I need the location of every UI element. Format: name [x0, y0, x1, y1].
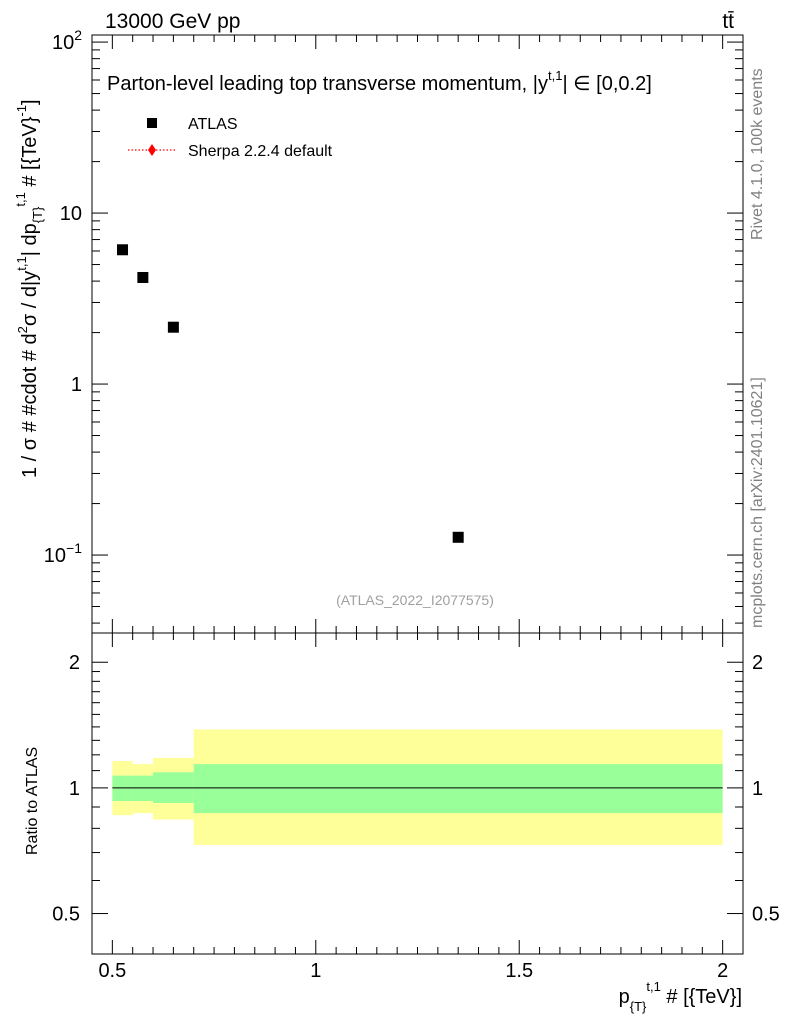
ratio-y-tick-label-left: 2	[69, 652, 80, 674]
main-y-tick-base: 1	[71, 374, 82, 396]
xlabel-part-a: p	[619, 986, 630, 1008]
xlabel-part-b: {T}	[630, 999, 647, 1014]
legend-label-sherpa: Sherpa 2.2.4 default	[188, 143, 333, 160]
process-label: tt̄	[722, 10, 734, 33]
main-y-tick-label: 10−1	[44, 540, 82, 567]
ylabel-part-a: 1 / σ # #cdot # d	[19, 333, 41, 478]
ylabel-part-e: | dp	[19, 223, 41, 256]
main-y-tick-exp: −1	[66, 540, 82, 556]
atlas-data-points	[117, 244, 464, 543]
legend-marker-sherpa	[148, 144, 156, 156]
ratio-panel: 0.5 0.5 1 1 2 2 0.5 1 1.5 2	[52, 632, 780, 982]
plot-title-tail: | ∈ [0,0.2]	[562, 73, 651, 95]
main-ticks	[92, 35, 743, 633]
plot-title-sup: t,1	[548, 68, 562, 83]
plot-title: Parton-level leading top transverse mome…	[107, 68, 652, 95]
x-tick-label: 0.5	[98, 960, 126, 982]
ratio-bands	[112, 729, 723, 845]
energy-label: 13000 GeV pp	[105, 10, 240, 33]
ratio-y-axis-label: Ratio to ATLAS	[24, 747, 41, 855]
ratio-y-tick-label-left: 1	[69, 778, 80, 800]
x-tick-label: 1	[310, 960, 321, 982]
main-y-tick-base: 10	[60, 203, 82, 225]
legend-marker-atlas	[147, 118, 157, 128]
ratio-y-tick-label-right: 1	[752, 778, 763, 800]
ylabel-part-f: {T}	[30, 206, 45, 223]
ratio-y-tick-label-right: 2	[752, 652, 763, 674]
source-label: mcplots.cern.ch [arXiv:2401.10621]	[749, 377, 766, 628]
plot-title-main: Parton-level leading top transverse mome…	[107, 73, 548, 95]
atlas-data-point	[137, 271, 149, 283]
main-y-tick-exp: 2	[74, 27, 82, 43]
x-axis-label: p{T} t,1 # [{TeV}]	[619, 979, 742, 1014]
main-y-tick-label: 10	[60, 203, 82, 225]
main-y-tick-label: 1	[71, 374, 82, 396]
legend: ATLAS Sherpa 2.2.4 default	[128, 116, 333, 160]
xlabel-part-c: t,1	[646, 979, 660, 994]
atlas-data-point	[117, 244, 129, 256]
analysis-watermark: (ATLAS_2022_I2077575)	[336, 592, 494, 608]
ylabel-part-d: t,1	[14, 256, 29, 270]
xlabel-part-d: # [{TeV}]	[661, 986, 742, 1008]
ratio-inner-band	[193, 764, 723, 814]
ylabel-part-h: # [{TeV}	[19, 116, 41, 192]
ylabel-part-j: ]	[19, 99, 41, 105]
ratio-y-tick-label-left: 0.5	[52, 904, 80, 926]
main-y-tick-base: 10	[52, 32, 74, 54]
legend-label-atlas: ATLAS	[188, 116, 238, 133]
main-y-tick-base: 10	[44, 545, 66, 567]
main-y-tick-label: 102	[52, 27, 82, 54]
ylabel-part-b: 2	[15, 326, 30, 333]
x-tick-label: 2	[717, 960, 728, 982]
rivet-label: Rivet 4.1.0, 100k events	[749, 68, 766, 240]
ratio-y-tick-label-right: 0.5	[752, 904, 780, 926]
ratio-ticks	[92, 633, 743, 955]
ylabel-part-c: σ / d|y	[19, 271, 41, 326]
x-tick-label: 1.5	[505, 960, 533, 982]
main-y-axis-label: 1 / σ # #cdot # d2σ / d|yt,1| dp{T}t,1 #…	[13, 99, 45, 478]
ratio-tick-labels: 0.5 0.5 1 1 2 2 0.5 1 1.5 2	[52, 652, 780, 982]
atlas-data-point	[452, 531, 464, 543]
ylabel-part-g: t,1	[13, 192, 28, 206]
atlas-data-point	[167, 321, 179, 333]
ylabel-part-i: -1	[14, 105, 29, 117]
